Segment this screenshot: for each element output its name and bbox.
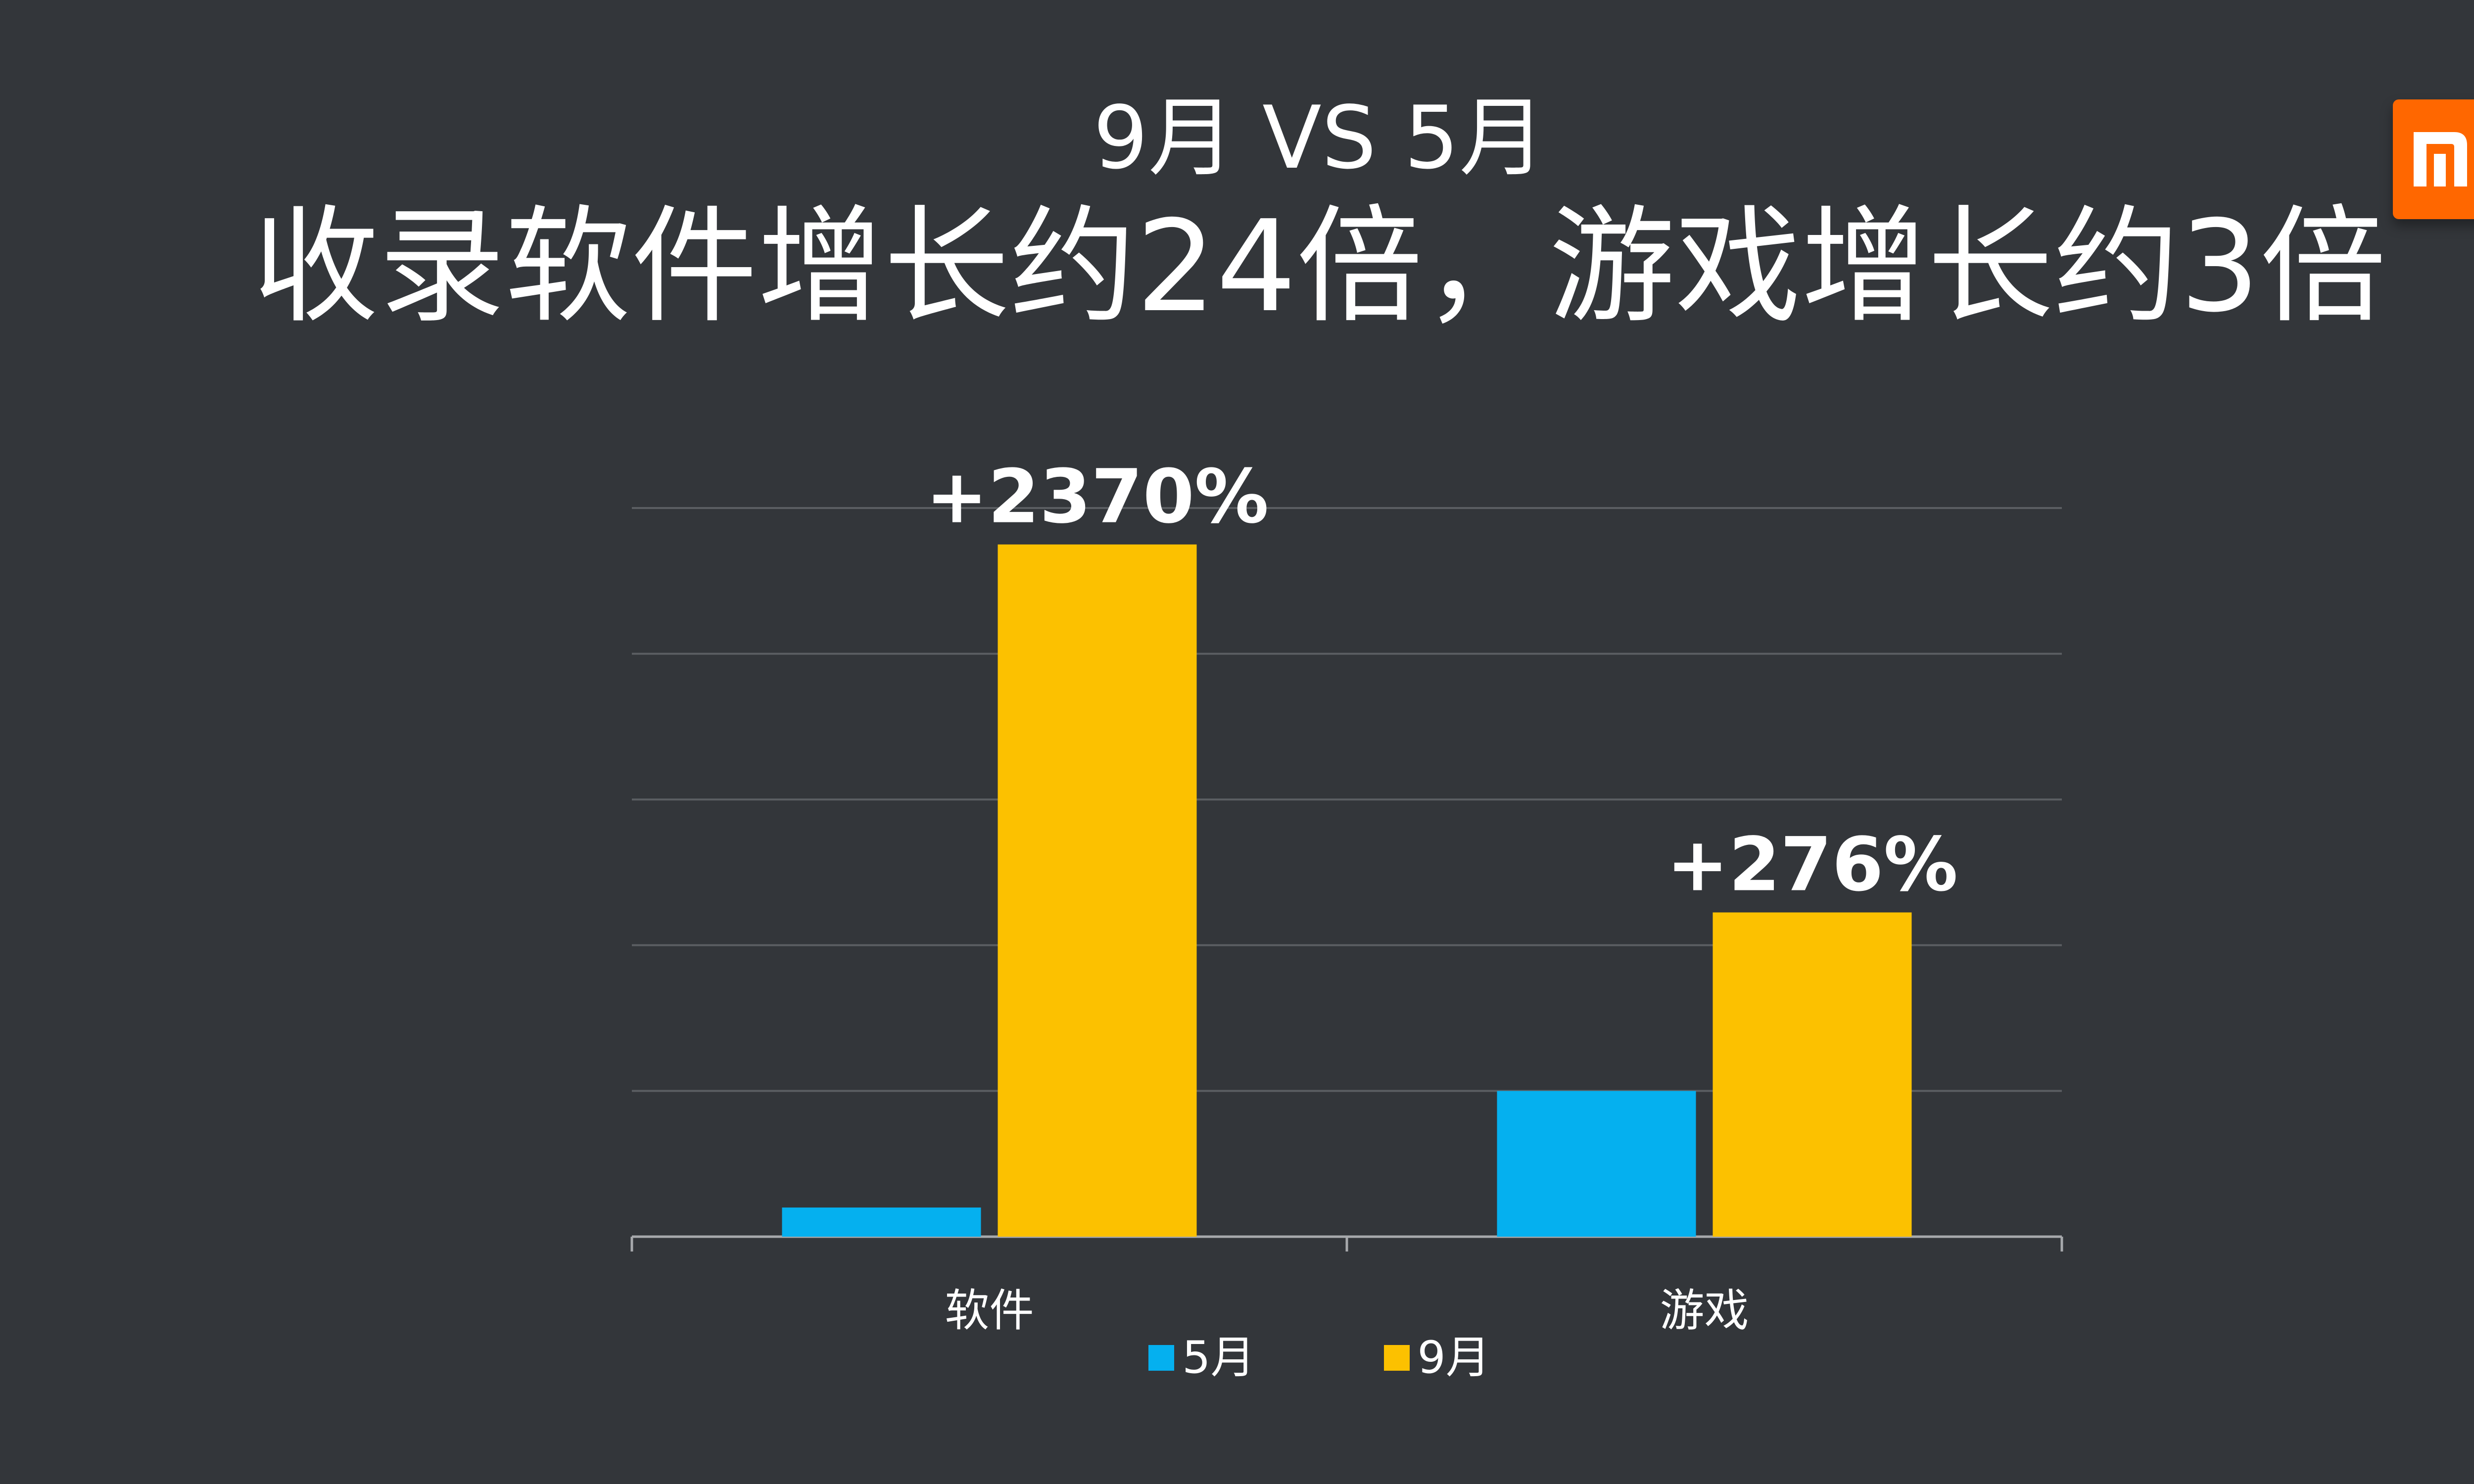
bar-september-1 — [1713, 912, 1912, 1237]
bar-data-label: +276% — [1666, 822, 1958, 908]
bar-data-label: +2370% — [926, 454, 1269, 540]
category-label: 软件 — [945, 1285, 1034, 1337]
bar-may-0 — [782, 1207, 981, 1237]
legend-item-september: 9月 — [1383, 1331, 1490, 1385]
legend-swatch-september — [1383, 1345, 1410, 1371]
mi-logo-mark — [2414, 132, 2467, 186]
legend-label-september: 9月 — [1417, 1332, 1490, 1384]
bar-may-1 — [1497, 1091, 1696, 1237]
legend-swatch-may — [1148, 1345, 1175, 1371]
page-title: 收录软件增长约24倍，游戏增长约3倍 — [252, 193, 2386, 340]
legend-item-may: 5月 — [1148, 1331, 1255, 1385]
legend-label-may: 5月 — [1182, 1332, 1255, 1384]
category-label: 游戏 — [1660, 1285, 1749, 1337]
bar-september-0 — [998, 544, 1197, 1237]
subtitle: 9月 VS 5月 — [1093, 88, 1546, 188]
mi-logo — [2393, 99, 2474, 219]
legend: 5月 9月 — [0, 1331, 2474, 1385]
